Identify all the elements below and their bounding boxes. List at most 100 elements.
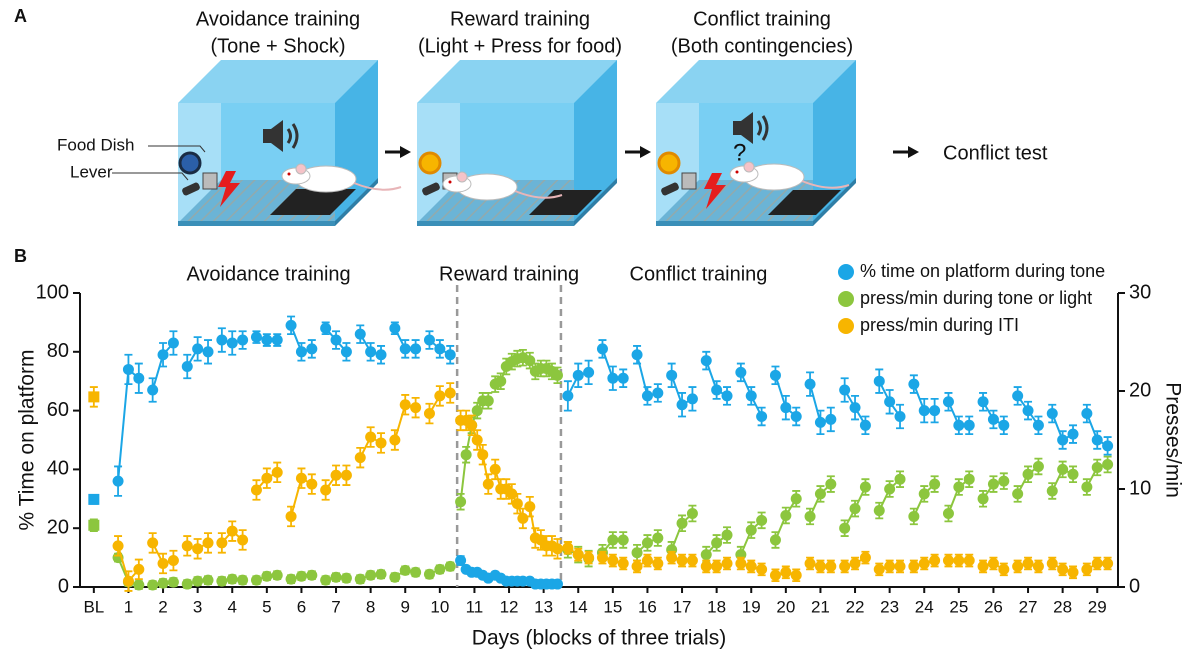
- marker: [652, 387, 664, 399]
- marker: [477, 449, 489, 461]
- marker: [686, 555, 698, 567]
- marker: [1022, 557, 1034, 569]
- marker: [686, 393, 698, 405]
- marker: [1102, 459, 1114, 470]
- marker: [562, 390, 574, 402]
- marker: [295, 472, 307, 484]
- marker: [790, 410, 802, 422]
- marker: [711, 560, 723, 572]
- marker: [423, 334, 435, 346]
- y-tick-label: 0: [58, 575, 69, 597]
- marker: [676, 555, 688, 567]
- marker: [652, 557, 664, 569]
- marker: [884, 483, 896, 495]
- marker: [524, 501, 536, 513]
- marker: [250, 574, 262, 586]
- marker: [814, 416, 826, 428]
- x-tick-label: 5: [262, 597, 271, 616]
- marker: [261, 334, 273, 346]
- x-tick-label: 26: [984, 597, 1003, 616]
- marker: [918, 405, 930, 417]
- marker: [607, 372, 619, 384]
- y2-tick-label: 0: [1129, 575, 1140, 597]
- x-tick-label: 28: [1053, 597, 1072, 616]
- marker: [825, 478, 837, 490]
- marker: [641, 390, 653, 402]
- marker: [1091, 434, 1103, 446]
- marker: [849, 557, 861, 569]
- x-tick-label: 24: [915, 597, 934, 616]
- marker: [1081, 408, 1093, 420]
- y2-axis-title: Presses/min: [1161, 382, 1184, 498]
- marker: [631, 547, 643, 559]
- marker: [977, 396, 989, 408]
- marker: [929, 405, 941, 417]
- marker: [745, 524, 757, 536]
- marker: [434, 563, 446, 575]
- legend-label: % time on platform during tone: [860, 261, 1105, 281]
- marker: [884, 396, 896, 408]
- marker: [1022, 468, 1034, 480]
- marker: [122, 363, 134, 375]
- marker: [157, 557, 169, 569]
- question-mark: ?: [733, 139, 746, 166]
- marker: [849, 503, 861, 515]
- marker: [769, 569, 781, 581]
- x-tick-label: 9: [401, 597, 410, 616]
- marker: [202, 346, 214, 358]
- marker: [721, 390, 733, 402]
- marker: [112, 540, 124, 552]
- marker: [1012, 390, 1024, 402]
- marker: [583, 366, 595, 378]
- legend-marker: [838, 264, 854, 280]
- y-axis-title: % Time on platform: [16, 350, 39, 531]
- marker: [596, 343, 608, 355]
- marker: [330, 571, 342, 583]
- marker: [859, 481, 871, 493]
- marker: [1067, 468, 1079, 480]
- marker: [953, 481, 965, 493]
- marker: [998, 419, 1010, 431]
- chamber: [178, 60, 402, 226]
- marker: [963, 419, 975, 431]
- x-tick-label: 12: [500, 597, 519, 616]
- marker: [285, 319, 297, 331]
- marker: [1057, 434, 1069, 446]
- marker: [261, 472, 273, 484]
- marker: [320, 322, 332, 334]
- marker: [133, 563, 145, 575]
- marker: [780, 509, 792, 521]
- y-tick-label: 60: [47, 399, 69, 421]
- marker: [686, 508, 698, 519]
- x-tick-label: 7: [331, 597, 340, 616]
- x-tick-label: 8: [366, 597, 375, 616]
- marker: [167, 576, 179, 588]
- marker: [873, 563, 885, 575]
- marker: [399, 343, 411, 355]
- marker: [423, 408, 435, 420]
- marker: [157, 577, 169, 589]
- callout-line: [112, 145, 206, 181]
- marker: [859, 552, 871, 564]
- marker: [572, 549, 584, 561]
- marker: [551, 543, 563, 555]
- marker: [365, 431, 377, 443]
- x-tick-label: BL: [83, 597, 104, 616]
- marker: [1046, 485, 1058, 497]
- marker: [167, 337, 179, 349]
- marker: [735, 557, 747, 569]
- marker: [375, 437, 387, 449]
- marker: [365, 346, 377, 358]
- marker: [410, 566, 422, 578]
- marker: [455, 555, 467, 567]
- marker: [1032, 419, 1044, 431]
- marker: [839, 560, 851, 572]
- marker: [1046, 408, 1058, 420]
- y-tick-label: 80: [47, 340, 69, 362]
- legend-label: press/min during ITI: [860, 315, 1019, 335]
- marker: [918, 488, 930, 500]
- marker: [700, 355, 712, 367]
- marker: [676, 517, 688, 529]
- marker: [157, 349, 169, 361]
